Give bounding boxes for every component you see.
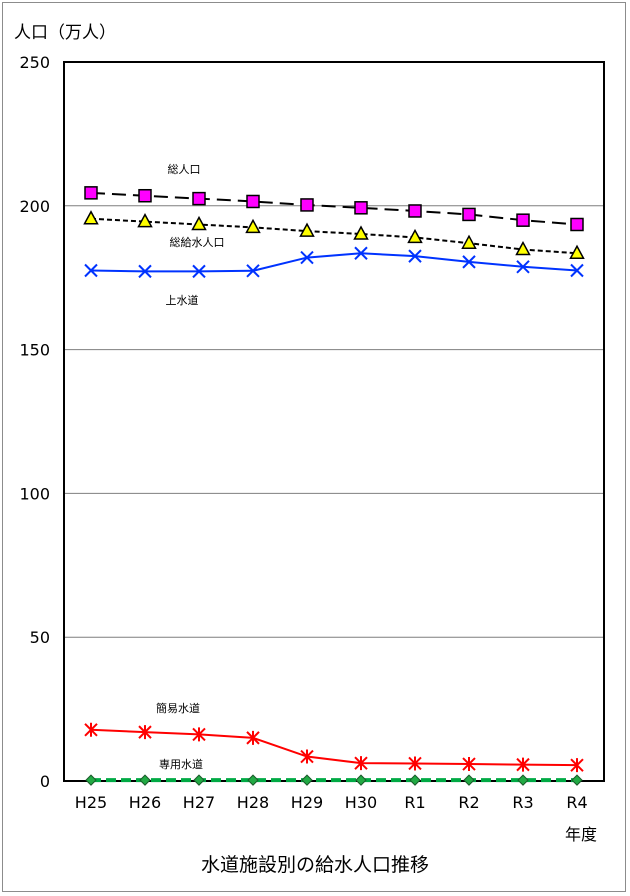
- x-axis-label: 年度: [565, 825, 597, 844]
- y-tick-label: 100: [19, 484, 50, 503]
- data-point: [84, 722, 98, 737]
- data-point: [137, 213, 153, 228]
- data-point: [408, 204, 422, 218]
- series-name-label: 総人口: [168, 162, 201, 176]
- data-point: [85, 774, 97, 786]
- data-point: [139, 774, 151, 786]
- series-line: [90, 191, 578, 226]
- data-point: [462, 207, 476, 222]
- y-axis-ticks: 0 50 100 150 200 250: [19, 53, 50, 791]
- data-point: [570, 217, 584, 232]
- y-tick-label: 150: [19, 341, 50, 360]
- data-point: [409, 774, 421, 786]
- x-tick-label: H29: [291, 793, 323, 812]
- data-point: [300, 198, 314, 212]
- data-point: [246, 194, 260, 209]
- y-tick-label: 50: [30, 628, 50, 647]
- series-line: [90, 728, 578, 767]
- data-point: [301, 774, 313, 786]
- data-point: [192, 191, 206, 206]
- data-point: [462, 757, 476, 772]
- series-name-label: 総給水人口: [170, 235, 225, 249]
- data-point: [569, 244, 585, 260]
- data-point: [461, 234, 477, 249]
- series-lines: [90, 191, 578, 783]
- plot-area: [63, 61, 605, 782]
- x-tick-label: R4: [566, 793, 587, 812]
- chart-title: 水道施設別の給水人口推移: [201, 854, 429, 876]
- data-point: [408, 249, 422, 263]
- data-point: [299, 222, 315, 237]
- series-markers: [83, 186, 585, 786]
- series-name-label: 簡易水道: [156, 701, 200, 715]
- x-tick-label: H25: [75, 793, 107, 812]
- data-point: [407, 228, 423, 244]
- data-point: [571, 774, 583, 786]
- data-point: [354, 246, 368, 260]
- data-point: [191, 215, 207, 231]
- data-point: [517, 774, 529, 786]
- data-point: [246, 264, 260, 278]
- x-tick-label: R1: [404, 793, 425, 812]
- series-name-label: 専用水道: [159, 757, 203, 771]
- data-point: [462, 255, 476, 269]
- data-point: [83, 210, 99, 225]
- data-point: [245, 218, 261, 234]
- x-axis-ticks: H25 H26 H27 H28 H29 H30 R1 R2 R3 R4: [75, 793, 588, 812]
- data-point: [192, 264, 206, 279]
- x-tick-label: H30: [345, 793, 377, 812]
- data-point: [515, 240, 531, 256]
- x-tick-label: H26: [129, 793, 161, 812]
- series-line: [90, 217, 578, 255]
- y-tick-label: 200: [19, 197, 50, 216]
- data-point: [247, 774, 259, 786]
- data-point: [300, 749, 314, 764]
- y-tick-label: 0: [40, 772, 50, 791]
- data-point: [516, 213, 530, 227]
- data-point: [192, 727, 206, 742]
- data-point: [408, 756, 422, 771]
- y-axis-label: 人口（万人）: [14, 23, 116, 43]
- data-point: [516, 757, 530, 772]
- data-point: [355, 774, 367, 786]
- y-tick-label: 250: [19, 53, 50, 72]
- data-point: [138, 725, 152, 740]
- data-point: [138, 188, 152, 203]
- x-tick-label: R3: [512, 793, 533, 812]
- data-point: [84, 263, 98, 278]
- data-point: [354, 201, 368, 215]
- series-name-label: 上水道: [166, 293, 199, 307]
- x-tick-label: R2: [458, 793, 479, 812]
- data-point: [246, 730, 260, 745]
- data-point: [138, 264, 152, 279]
- data-point: [354, 756, 368, 771]
- x-tick-label: H27: [183, 793, 215, 812]
- data-point: [570, 758, 584, 773]
- x-tick-label: H28: [237, 793, 269, 812]
- data-point: [84, 186, 98, 200]
- data-point: [353, 225, 369, 240]
- data-point: [193, 774, 205, 786]
- data-point: [570, 263, 584, 278]
- data-point: [300, 250, 314, 265]
- data-point: [463, 774, 475, 786]
- series-line: [90, 252, 578, 273]
- data-point: [516, 260, 530, 274]
